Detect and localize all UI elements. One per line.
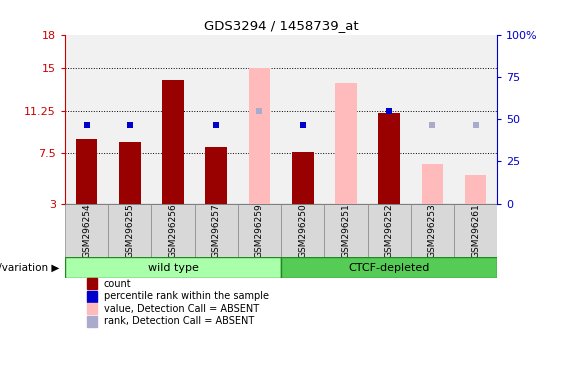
Bar [86, 316, 97, 327]
Bar [119, 142, 141, 204]
Bar [194, 35, 238, 204]
Text: GSM296253: GSM296253 [428, 203, 437, 258]
Bar [324, 35, 368, 204]
Bar [281, 35, 324, 204]
Bar [65, 257, 281, 278]
Bar [65, 204, 108, 257]
Bar [292, 152, 314, 204]
Bar [86, 278, 97, 289]
Bar [162, 79, 184, 204]
Text: value, Detection Call = ABSENT: value, Detection Call = ABSENT [104, 304, 259, 314]
Text: GSM296257: GSM296257 [212, 203, 221, 258]
Bar [108, 204, 151, 257]
Bar [281, 204, 324, 257]
Text: GSM296256: GSM296256 [168, 203, 177, 258]
Bar [249, 68, 270, 204]
Bar [335, 83, 357, 204]
Text: GSM296252: GSM296252 [385, 203, 394, 258]
Text: wild type: wild type [147, 263, 198, 273]
Bar [367, 35, 411, 204]
Text: CTCF-depleted: CTCF-depleted [349, 263, 430, 273]
Bar [281, 257, 497, 278]
Text: GSM296259: GSM296259 [255, 203, 264, 258]
Bar [421, 164, 443, 204]
Bar [411, 35, 454, 204]
Bar [76, 139, 97, 204]
Title: GDS3294 / 1458739_at: GDS3294 / 1458739_at [204, 19, 358, 32]
Text: percentile rank within the sample: percentile rank within the sample [104, 291, 269, 301]
Bar [367, 204, 411, 257]
Bar [151, 204, 194, 257]
Text: genotype/variation ▶: genotype/variation ▶ [0, 263, 59, 273]
Bar [65, 35, 108, 204]
Bar [238, 204, 281, 257]
Bar [379, 113, 400, 204]
Bar [108, 35, 151, 204]
Text: GSM296254: GSM296254 [82, 203, 91, 258]
Bar [151, 35, 194, 204]
Bar [465, 175, 486, 204]
Bar [454, 204, 497, 257]
Text: GSM296250: GSM296250 [298, 203, 307, 258]
Bar [238, 35, 281, 204]
Bar [411, 204, 454, 257]
Bar [194, 204, 238, 257]
Bar [86, 303, 97, 314]
Bar [86, 291, 97, 302]
Text: count: count [104, 279, 132, 289]
Text: GSM296261: GSM296261 [471, 203, 480, 258]
Text: GSM296255: GSM296255 [125, 203, 134, 258]
Bar [206, 147, 227, 204]
Bar [324, 204, 368, 257]
Bar [454, 35, 497, 204]
Text: GSM296251: GSM296251 [341, 203, 350, 258]
Text: rank, Detection Call = ABSENT: rank, Detection Call = ABSENT [104, 316, 254, 326]
